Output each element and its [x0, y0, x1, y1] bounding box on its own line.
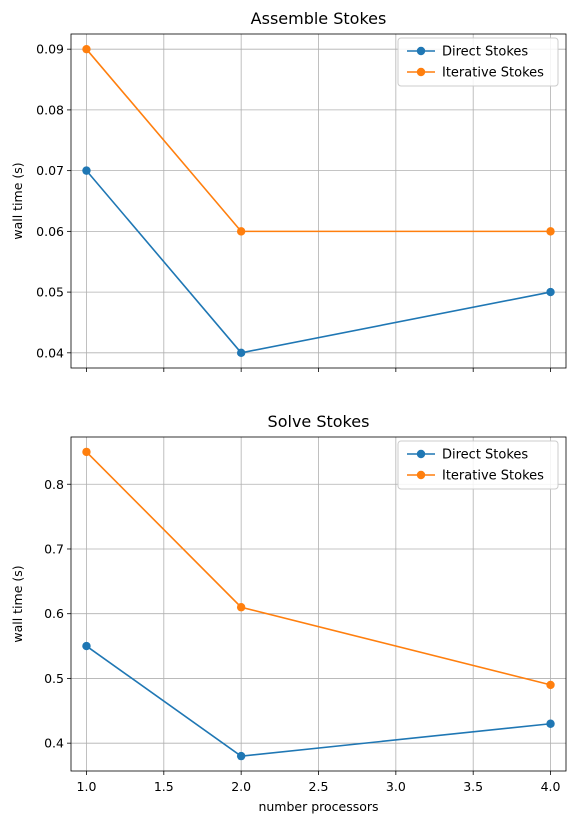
solve-legend-iterative-stokes-label: Iterative Stokes — [442, 469, 544, 484]
solve-direct-stokes-point — [546, 719, 555, 728]
assemble-y-axis-label: wall time (s) — [10, 162, 25, 239]
assemble-y-tick-label: 0.09 — [36, 42, 64, 57]
solve-iterative-stokes-point — [236, 603, 246, 612]
solve-iterative-stokes-point — [82, 447, 91, 457]
solve-x-tick-label: 1.0 — [77, 779, 97, 794]
solve-direct-stokes-point — [236, 751, 246, 761]
solve-legend-iterative-stokes-marker — [416, 470, 426, 480]
solve-y-tick-label: 0.6 — [44, 606, 64, 621]
solve-legend: Direct Stokes Iterative Stokes — [397, 440, 559, 490]
solve-x-tick-label: 3.0 — [386, 779, 406, 794]
assemble-iterative-stokes-point — [236, 227, 246, 236]
solve-legend-box — [397, 440, 559, 490]
solve-y-tick-label: 0.7 — [44, 541, 64, 556]
solve-x-tick-label: 4.0 — [541, 779, 561, 794]
assemble-legend: Direct Stokes Iterative Stokes — [397, 37, 559, 87]
assemble-iterative-stokes-point — [82, 44, 91, 54]
solve-x-axis-label: number processors — [258, 799, 378, 814]
solve-iterative-stokes-point — [546, 680, 555, 690]
assemble-y-tick-label: 0.06 — [36, 224, 64, 239]
assemble-legend-iterative-stokes-label: Iterative Stokes — [442, 66, 544, 81]
solve-chart-title: Solve Stokes — [268, 412, 370, 431]
assemble-iterative-stokes-point — [546, 227, 555, 236]
solve-direct-stokes-point — [82, 641, 91, 651]
assemble-direct-stokes-point — [546, 287, 555, 297]
solve-y-tick-label: 0.5 — [44, 671, 64, 686]
solve-y-tick-label: 0.4 — [44, 736, 64, 751]
solve-x-tick-label: 2.0 — [231, 779, 251, 794]
solve-legend-direct-stokes-label: Direct Stokes — [442, 448, 528, 463]
assemble-legend-iterative-stokes-marker — [416, 67, 426, 77]
solve-legend-direct-stokes-marker — [416, 449, 426, 459]
assemble-direct-stokes-point — [236, 348, 246, 358]
assemble-y-tick-label: 0.07 — [36, 163, 64, 178]
assemble-y-tick-label: 0.08 — [36, 102, 64, 117]
assemble-direct-stokes-point — [82, 166, 91, 175]
assemble-legend-direct-stokes-label: Direct Stokes — [442, 45, 528, 60]
assemble-legend-direct-stokes-marker — [416, 46, 426, 56]
solve-y-axis-label: wall time (s) — [10, 565, 25, 642]
assemble-y-tick-label: 0.04 — [36, 345, 64, 360]
solve-x-tick-label: 2.5 — [309, 779, 329, 794]
assemble-y-tick-label: 0.05 — [36, 285, 64, 300]
assemble-stokes-panel: 0.04 0.05 0.06 0.07 0.08 0.09 Assemble Stokes w… — [10, 9, 567, 372]
solve-y-tick-label: 0.8 — [44, 477, 64, 492]
solve-x-tick-label: 1.5 — [154, 779, 174, 794]
solve-x-tick-label: 3.5 — [463, 779, 483, 794]
assemble-chart-title: Assemble Stokes — [251, 9, 387, 28]
solve-stokes-panel: 1.0 1.5 2.0 2.5 3.0 3.5 4.0 0.4 0.5 0.6 0.7 0.8 Solv… — [10, 412, 567, 814]
assemble-legend-box — [397, 37, 559, 87]
